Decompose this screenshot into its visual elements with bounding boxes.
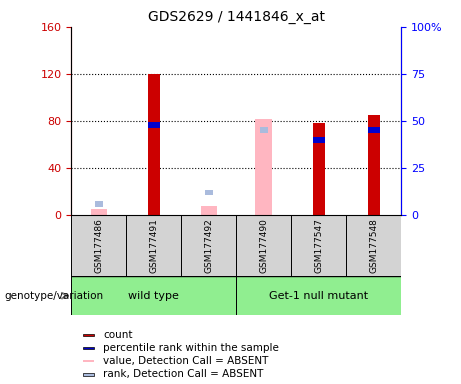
- Text: wild type: wild type: [129, 291, 179, 301]
- Bar: [291, 215, 346, 276]
- Text: percentile rank within the sample: percentile rank within the sample: [103, 343, 279, 353]
- Text: value, Detection Call = ABSENT: value, Detection Call = ABSENT: [103, 356, 268, 366]
- Text: genotype/variation: genotype/variation: [5, 291, 104, 301]
- Text: GSM177492: GSM177492: [204, 218, 213, 273]
- Bar: [95, 201, 103, 207]
- Bar: [205, 190, 213, 195]
- Bar: [236, 215, 291, 276]
- Title: GDS2629 / 1441846_x_at: GDS2629 / 1441846_x_at: [148, 10, 325, 25]
- Text: GSM177547: GSM177547: [314, 218, 323, 273]
- Bar: [148, 122, 160, 127]
- Text: GSM177486: GSM177486: [95, 218, 103, 273]
- Text: Get-1 null mutant: Get-1 null mutant: [269, 291, 368, 301]
- Bar: [148, 74, 160, 215]
- Bar: [367, 115, 380, 215]
- Bar: [367, 127, 380, 133]
- Bar: [91, 209, 107, 215]
- Text: GSM177490: GSM177490: [259, 218, 268, 273]
- Bar: [201, 206, 217, 215]
- Text: count: count: [103, 330, 132, 340]
- Bar: [255, 119, 272, 215]
- Text: rank, Detection Call = ABSENT: rank, Detection Call = ABSENT: [103, 369, 263, 379]
- Bar: [83, 360, 94, 362]
- Bar: [83, 347, 94, 349]
- Bar: [71, 215, 126, 276]
- Bar: [313, 137, 325, 143]
- Text: GSM177548: GSM177548: [369, 218, 378, 273]
- Bar: [346, 215, 401, 276]
- Bar: [83, 334, 94, 336]
- Text: GSM177491: GSM177491: [149, 218, 159, 273]
- Bar: [236, 276, 401, 315]
- Bar: [126, 215, 181, 276]
- Bar: [313, 123, 325, 215]
- Bar: [181, 215, 236, 276]
- Bar: [83, 373, 94, 376]
- Bar: [71, 276, 236, 315]
- Bar: [260, 127, 267, 133]
